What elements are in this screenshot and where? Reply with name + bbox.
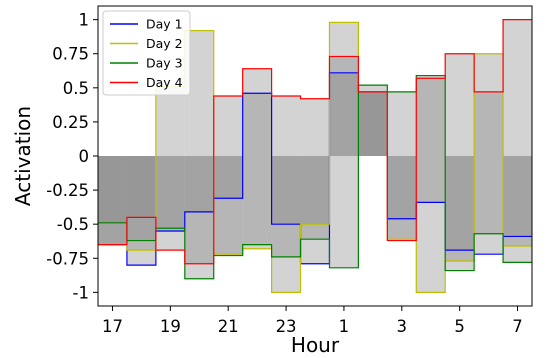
- fill-segment: [474, 91, 504, 156]
- series-line-1: [98, 72, 532, 266]
- fill-segment: [387, 91, 417, 156]
- fill-segment: [445, 53, 475, 156]
- fill-segment: [242, 156, 272, 245]
- fill-segment: [300, 98, 330, 156]
- fill-segment: [271, 96, 301, 156]
- fill-segment: [155, 86, 185, 156]
- fill-segment: [358, 91, 388, 156]
- fill-segment: [445, 156, 475, 261]
- fill-segment: [358, 91, 388, 156]
- fill-segment: [213, 156, 243, 255]
- fill-segment: [98, 156, 127, 245]
- fill-segment: [329, 156, 359, 268]
- fill-segment: [184, 156, 214, 212]
- y-tick-label: -0.5: [57, 215, 89, 234]
- series-fill-areas: [98, 19, 532, 293]
- legend-label: Day 1: [146, 17, 183, 32]
- series-line-3: [98, 74, 532, 280]
- fill-segment: [445, 156, 475, 251]
- legend: Day 1 Day 2 Day 3 Day 4: [102, 10, 191, 96]
- fill-segment: [126, 156, 156, 218]
- legend-label: Day 3: [146, 56, 183, 71]
- y-tick-label: -0.75: [46, 249, 89, 268]
- y-tick-label: -1: [73, 283, 89, 302]
- fill-segment: [474, 156, 504, 255]
- y-tick-label: 0.25: [52, 113, 89, 132]
- fill-segment: [271, 156, 301, 225]
- fill-segment: [329, 56, 359, 156]
- fill-segment: [184, 156, 214, 264]
- fill-segment: [474, 156, 504, 234]
- y-axis-label: Activation: [11, 106, 35, 206]
- x-tick-label: 17: [102, 317, 123, 336]
- legend-entry: Day 2: [110, 36, 183, 51]
- fill-segment: [329, 22, 359, 157]
- series-step-lines: [98, 19, 532, 293]
- fill-segment: [503, 19, 532, 156]
- fill-segment: [300, 156, 330, 225]
- fill-segment: [503, 156, 532, 263]
- series-fill-4: [98, 19, 532, 264]
- fill-segment: [213, 96, 243, 156]
- fill-segment: [416, 156, 446, 293]
- fill-segment: [98, 156, 127, 223]
- legend-entry: Day 3: [110, 56, 183, 71]
- series-fill-2: [98, 22, 532, 293]
- fill-segment: [242, 93, 272, 156]
- x-tick-label: 5: [454, 317, 465, 336]
- y-tick-label: 0.75: [52, 45, 89, 64]
- fill-segment: [300, 156, 330, 240]
- fill-segment: [329, 72, 359, 156]
- x-tick-label: 21: [218, 317, 239, 336]
- y-axis-ticks: 1 0.75 0.5 0.25 0 -0.25 -0.5 -0.75 -1: [46, 11, 98, 302]
- x-axis-ticks: 17 19 21 23 1 3 5 7: [102, 306, 523, 336]
- legend-entry: Day 1: [110, 17, 183, 32]
- x-tick-label: 1: [339, 317, 350, 336]
- fill-segment: [416, 78, 446, 156]
- fill-segment: [445, 156, 475, 271]
- fill-segment: [416, 75, 446, 156]
- legend-label: Day 2: [146, 36, 183, 51]
- fill-segment: [126, 156, 156, 266]
- fill-segment: [474, 53, 504, 156]
- x-tick-label: 3: [397, 317, 408, 336]
- x-axis-label: Hour: [291, 333, 340, 357]
- y-tick-label: 1: [79, 11, 90, 30]
- fill-segment: [387, 156, 417, 241]
- legend-entry: Day 4: [110, 75, 183, 90]
- fill-segment: [184, 156, 214, 279]
- fill-segment: [213, 156, 243, 199]
- y-tick-label: 0.5: [63, 79, 89, 98]
- legend-box: [102, 10, 191, 96]
- fill-segment: [126, 156, 156, 241]
- fill-segment: [242, 156, 272, 249]
- series-fill-1: [98, 72, 532, 266]
- fill-segment: [358, 85, 388, 156]
- fill-segment: [358, 91, 388, 156]
- x-tick-label: 7: [512, 317, 523, 336]
- fill-segment: [155, 156, 185, 229]
- fill-segment: [387, 156, 417, 240]
- fill-segment: [98, 156, 127, 245]
- fill-segment: [271, 156, 301, 257]
- fill-segment: [416, 156, 446, 203]
- fill-segment: [98, 156, 127, 245]
- fill-segment: [503, 156, 532, 246]
- series-line-4: [98, 19, 532, 265]
- fill-segment: [126, 156, 156, 251]
- fill-segment: [213, 156, 243, 256]
- fill-segment: [387, 156, 417, 219]
- series-fill-3: [98, 75, 532, 279]
- y-tick-label: 0: [79, 147, 90, 166]
- y-tick-label: -0.25: [46, 181, 89, 200]
- fill-segment: [155, 156, 185, 231]
- fill-segment: [503, 156, 532, 237]
- fill-segment: [155, 156, 185, 251]
- x-tick-label: 19: [160, 317, 181, 336]
- fill-segment: [242, 68, 272, 156]
- legend-label: Day 4: [146, 75, 183, 90]
- fill-segment: [300, 156, 330, 264]
- x-tick-label: 23: [276, 317, 297, 336]
